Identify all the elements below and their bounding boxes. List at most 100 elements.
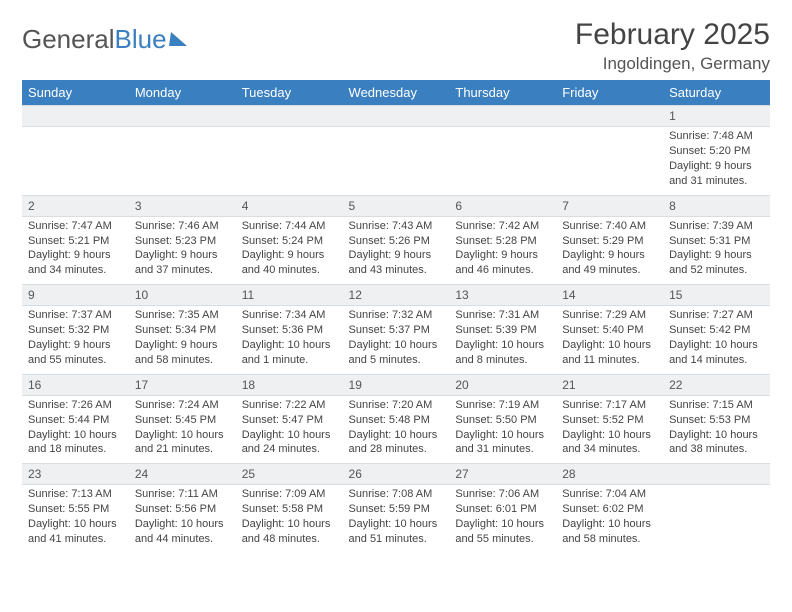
- sunset-text: Sunset: 5:56 PM: [135, 502, 230, 517]
- day-content: Sunrise: 7:22 AMSunset: 5:47 PMDaylight:…: [236, 396, 343, 463]
- day-number: 25: [236, 463, 343, 485]
- daylight-text: Daylight: 9 hours and 46 minutes.: [455, 248, 550, 278]
- calendar-cell: 18Sunrise: 7:22 AMSunset: 5:47 PMDayligh…: [236, 374, 343, 464]
- calendar-cell: 22Sunrise: 7:15 AMSunset: 5:53 PMDayligh…: [663, 374, 770, 464]
- day-content: Sunrise: 7:08 AMSunset: 5:59 PMDaylight:…: [343, 485, 450, 552]
- sunset-text: Sunset: 5:50 PM: [455, 413, 550, 428]
- day-content: Sunrise: 7:13 AMSunset: 5:55 PMDaylight:…: [22, 485, 129, 552]
- sunrise-text: Sunrise: 7:46 AM: [135, 219, 230, 234]
- sunrise-text: Sunrise: 7:42 AM: [455, 219, 550, 234]
- calendar-cell: 6Sunrise: 7:42 AMSunset: 5:28 PMDaylight…: [449, 195, 556, 285]
- day-content: Sunrise: 7:34 AMSunset: 5:36 PMDaylight:…: [236, 306, 343, 373]
- sunset-text: Sunset: 5:53 PM: [669, 413, 764, 428]
- day-content: Sunrise: 7:32 AMSunset: 5:37 PMDaylight:…: [343, 306, 450, 373]
- sunset-text: Sunset: 5:45 PM: [135, 413, 230, 428]
- calendar-cell: 11Sunrise: 7:34 AMSunset: 5:36 PMDayligh…: [236, 284, 343, 374]
- day-content: Sunrise: 7:47 AMSunset: 5:21 PMDaylight:…: [22, 217, 129, 284]
- calendar-cell: 13Sunrise: 7:31 AMSunset: 5:39 PMDayligh…: [449, 284, 556, 374]
- page-title: February 2025: [575, 18, 770, 52]
- sunset-text: Sunset: 5:48 PM: [349, 413, 444, 428]
- daylight-text: Daylight: 9 hours and 34 minutes.: [28, 248, 123, 278]
- day-number: 28: [556, 463, 663, 485]
- daylight-text: Daylight: 10 hours and 48 minutes.: [242, 517, 337, 547]
- daylight-text: Daylight: 10 hours and 44 minutes.: [135, 517, 230, 547]
- day-number: [129, 105, 236, 127]
- day-content: Sunrise: 7:48 AMSunset: 5:20 PMDaylight:…: [663, 127, 770, 194]
- sunrise-text: Sunrise: 7:08 AM: [349, 487, 444, 502]
- logo-text-general: General: [22, 24, 115, 55]
- col-sunday: Sunday: [22, 80, 129, 105]
- calendar-cell: 2Sunrise: 7:47 AMSunset: 5:21 PMDaylight…: [22, 195, 129, 285]
- calendar-cell: 26Sunrise: 7:08 AMSunset: 5:59 PMDayligh…: [343, 463, 450, 553]
- col-tuesday: Tuesday: [236, 80, 343, 105]
- day-content: Sunrise: 7:29 AMSunset: 5:40 PMDaylight:…: [556, 306, 663, 373]
- day-number: 3: [129, 195, 236, 217]
- day-content: [343, 127, 450, 135]
- col-monday: Monday: [129, 80, 236, 105]
- day-content: Sunrise: 7:09 AMSunset: 5:58 PMDaylight:…: [236, 485, 343, 552]
- day-number: 1: [663, 105, 770, 127]
- calendar-cell: 1Sunrise: 7:48 AMSunset: 5:20 PMDaylight…: [663, 105, 770, 195]
- sunset-text: Sunset: 6:01 PM: [455, 502, 550, 517]
- sunset-text: Sunset: 5:55 PM: [28, 502, 123, 517]
- sunrise-text: Sunrise: 7:26 AM: [28, 398, 123, 413]
- calendar-row: 1Sunrise: 7:48 AMSunset: 5:20 PMDaylight…: [22, 105, 770, 195]
- sunset-text: Sunset: 5:42 PM: [669, 323, 764, 338]
- title-block: February 2025 Ingoldingen, Germany: [575, 18, 770, 74]
- calendar-cell: [663, 463, 770, 553]
- day-number: 10: [129, 284, 236, 306]
- calendar-cell: 14Sunrise: 7:29 AMSunset: 5:40 PMDayligh…: [556, 284, 663, 374]
- col-wednesday: Wednesday: [343, 80, 450, 105]
- calendar-cell: 25Sunrise: 7:09 AMSunset: 5:58 PMDayligh…: [236, 463, 343, 553]
- calendar-cell: 16Sunrise: 7:26 AMSunset: 5:44 PMDayligh…: [22, 374, 129, 464]
- daylight-text: Daylight: 9 hours and 37 minutes.: [135, 248, 230, 278]
- calendar-table: Sunday Monday Tuesday Wednesday Thursday…: [22, 80, 770, 553]
- calendar-row: 16Sunrise: 7:26 AMSunset: 5:44 PMDayligh…: [22, 374, 770, 464]
- calendar-cell: 3Sunrise: 7:46 AMSunset: 5:23 PMDaylight…: [129, 195, 236, 285]
- header: GeneralBlue February 2025 Ingoldingen, G…: [22, 18, 770, 74]
- day-content: Sunrise: 7:15 AMSunset: 5:53 PMDaylight:…: [663, 396, 770, 463]
- day-number: [343, 105, 450, 127]
- day-content: [556, 127, 663, 135]
- daylight-text: Daylight: 10 hours and 1 minute.: [242, 338, 337, 368]
- day-number: [22, 105, 129, 127]
- sunset-text: Sunset: 5:24 PM: [242, 234, 337, 249]
- daylight-text: Daylight: 10 hours and 28 minutes.: [349, 428, 444, 458]
- daylight-text: Daylight: 10 hours and 24 minutes.: [242, 428, 337, 458]
- sunrise-text: Sunrise: 7:34 AM: [242, 308, 337, 323]
- day-content: Sunrise: 7:26 AMSunset: 5:44 PMDaylight:…: [22, 396, 129, 463]
- sunset-text: Sunset: 5:36 PM: [242, 323, 337, 338]
- sunrise-text: Sunrise: 7:15 AM: [669, 398, 764, 413]
- calendar-cell: 19Sunrise: 7:20 AMSunset: 5:48 PMDayligh…: [343, 374, 450, 464]
- calendar-cell: [556, 105, 663, 195]
- day-content: Sunrise: 7:27 AMSunset: 5:42 PMDaylight:…: [663, 306, 770, 373]
- sunset-text: Sunset: 5:21 PM: [28, 234, 123, 249]
- sunrise-text: Sunrise: 7:09 AM: [242, 487, 337, 502]
- sunrise-text: Sunrise: 7:44 AM: [242, 219, 337, 234]
- day-number: 22: [663, 374, 770, 396]
- daylight-text: Daylight: 9 hours and 55 minutes.: [28, 338, 123, 368]
- sunrise-text: Sunrise: 7:17 AM: [562, 398, 657, 413]
- day-number: 13: [449, 284, 556, 306]
- day-number: 2: [22, 195, 129, 217]
- day-number: 24: [129, 463, 236, 485]
- sunset-text: Sunset: 5:28 PM: [455, 234, 550, 249]
- sunrise-text: Sunrise: 7:35 AM: [135, 308, 230, 323]
- calendar-cell: [343, 105, 450, 195]
- calendar-cell: 20Sunrise: 7:19 AMSunset: 5:50 PMDayligh…: [449, 374, 556, 464]
- daylight-text: Daylight: 10 hours and 34 minutes.: [562, 428, 657, 458]
- daylight-text: Daylight: 10 hours and 5 minutes.: [349, 338, 444, 368]
- sunset-text: Sunset: 5:31 PM: [669, 234, 764, 249]
- daylight-text: Daylight: 9 hours and 31 minutes.: [669, 159, 764, 189]
- col-friday: Friday: [556, 80, 663, 105]
- sunrise-text: Sunrise: 7:22 AM: [242, 398, 337, 413]
- calendar-cell: 21Sunrise: 7:17 AMSunset: 5:52 PMDayligh…: [556, 374, 663, 464]
- daylight-text: Daylight: 9 hours and 52 minutes.: [669, 248, 764, 278]
- day-content: [663, 485, 770, 493]
- sunrise-text: Sunrise: 7:06 AM: [455, 487, 550, 502]
- daylight-text: Daylight: 10 hours and 51 minutes.: [349, 517, 444, 547]
- logo: GeneralBlue: [22, 18, 188, 55]
- sunset-text: Sunset: 5:52 PM: [562, 413, 657, 428]
- daylight-text: Daylight: 9 hours and 49 minutes.: [562, 248, 657, 278]
- day-content: Sunrise: 7:20 AMSunset: 5:48 PMDaylight:…: [343, 396, 450, 463]
